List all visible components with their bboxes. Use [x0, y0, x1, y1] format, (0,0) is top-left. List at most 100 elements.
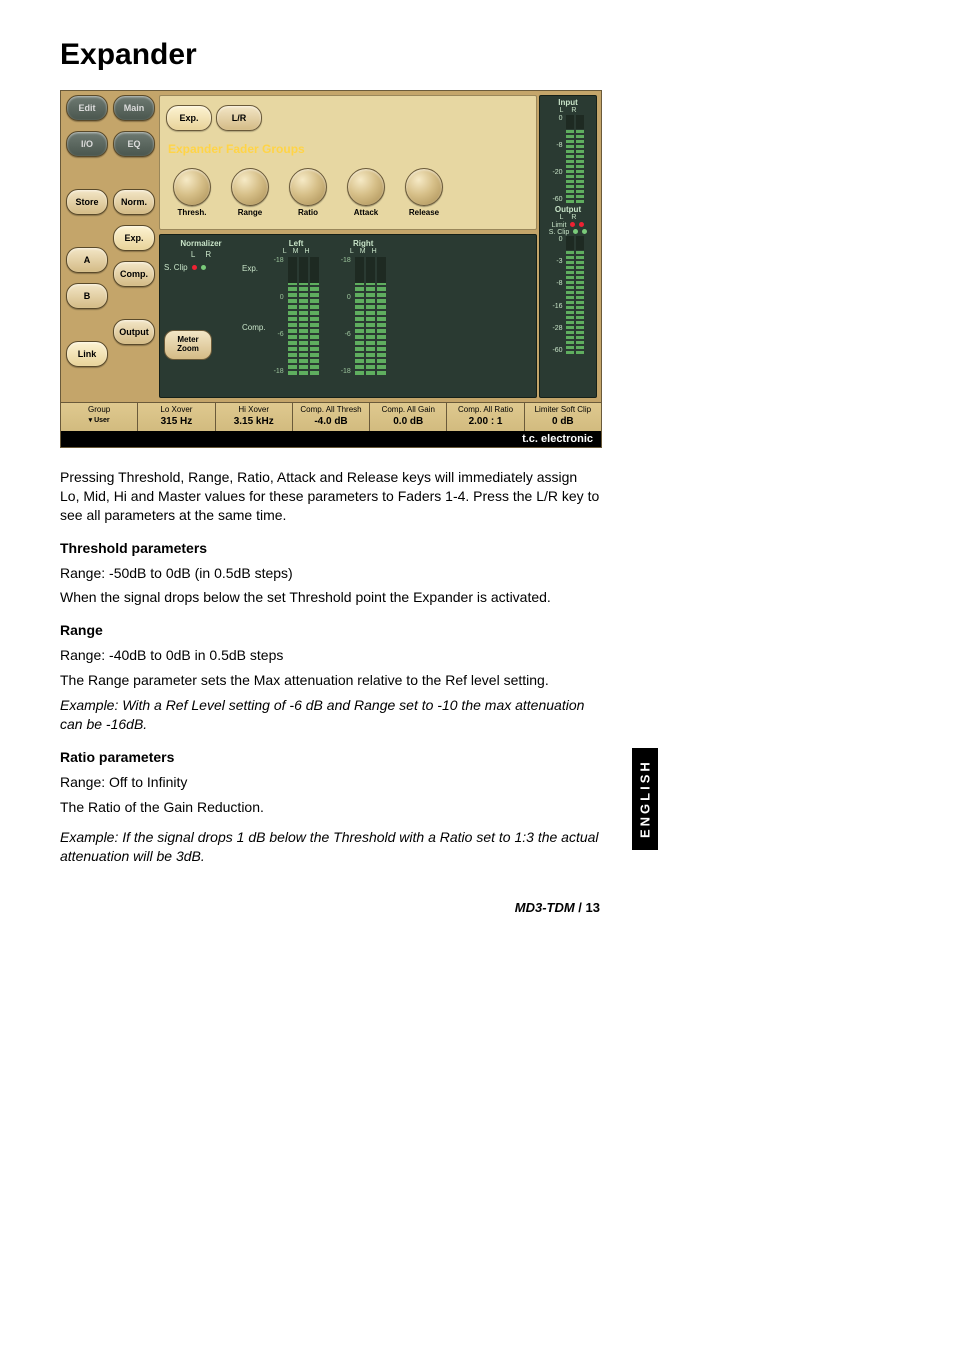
footer-ratio[interactable]: Comp. All Ratio2.00 : 1 [447, 403, 524, 431]
rs-r: R [571, 107, 576, 114]
sclip-label: S. Clip [549, 229, 570, 236]
limit-label: Limit [552, 222, 567, 229]
footer-page: 13 [586, 900, 600, 915]
lmh-h: H [304, 248, 309, 255]
meter-bar [288, 257, 297, 375]
lmh-l: L [283, 248, 287, 255]
language-tab: ENGLISH [632, 748, 658, 850]
dot-icon [570, 222, 575, 227]
io-button[interactable]: I/O [66, 131, 108, 157]
lmh-m: M [360, 248, 366, 255]
threshold-heading: Threshold parameters [60, 539, 600, 558]
side-comp: Comp. [242, 323, 266, 332]
thresh-label: Thresh. [178, 208, 207, 217]
comp-button[interactable]: Comp. [113, 261, 155, 287]
left-meter-title: Left [289, 239, 304, 248]
rs-r: R [571, 214, 576, 221]
threshold-desc: When the signal drops below the set Thre… [60, 588, 600, 607]
brand-bar: t.c. electronic [61, 431, 601, 447]
right-meter-group: Right LMH -180-6-18 [341, 239, 386, 395]
meter-area: Normalizer L R S. Clip Meter Zoom Exp. Co… [159, 234, 537, 398]
meter-zoom-button[interactable]: Meter Zoom [164, 330, 212, 360]
thresh-knob[interactable] [173, 168, 211, 206]
right-meter-strip: Input LR 0-8-20-60 Output LR Limit S. Cl… [539, 95, 597, 398]
lr-pill[interactable]: L/R [216, 105, 262, 131]
release-label: Release [409, 208, 439, 217]
side-exp: Exp. [242, 264, 266, 273]
threshold-range: Range: -50dB to 0dB (in 0.5dB steps) [60, 564, 600, 583]
b-button[interactable]: B [66, 283, 108, 309]
center-area: Exp. L/R Expander Fader Groups Thresh. R… [159, 95, 537, 398]
scale-left: -180-6-18 [341, 257, 353, 375]
dot-icon [579, 222, 584, 227]
output-ticks: 0-3-8-16-28-60 [552, 236, 563, 354]
lmh-m: M [293, 248, 299, 255]
eq-button[interactable]: EQ [113, 131, 155, 157]
footer-thresh[interactable]: Comp. All Thresh-4.0 dB [293, 403, 370, 431]
output-button[interactable]: Output [113, 319, 155, 345]
norm-button[interactable]: Norm. [113, 189, 155, 215]
meter-bar [366, 257, 375, 375]
meter-bar [377, 257, 386, 375]
store-button[interactable]: Store [66, 189, 108, 215]
fader-title: Expander Fader Groups [168, 142, 530, 156]
intro-text: Pressing Threshold, Range, Ratio, Attack… [60, 468, 600, 525]
footer-softclip[interactable]: Limiter Soft Clip0 dB [525, 403, 601, 431]
ratio-heading: Ratio parameters [60, 748, 600, 767]
meter-bar [566, 115, 574, 203]
norm-l: L [191, 250, 195, 259]
range-range: Range: -40dB to 0dB in 0.5dB steps [60, 646, 600, 665]
knob-row: Thresh. Range Ratio Attack Release [166, 164, 530, 225]
link-button[interactable]: Link [66, 341, 108, 367]
page-title: Expander [60, 38, 894, 72]
range-knob[interactable] [231, 168, 269, 206]
meter-bar [576, 115, 584, 203]
dot-icon [582, 229, 587, 234]
dot-icon [573, 229, 578, 234]
a-button[interactable]: A [66, 247, 108, 273]
side-labels: Exp. Comp. [242, 239, 266, 357]
range-example: Example: With a Ref Level setting of -6 … [60, 696, 600, 734]
footer-lo-xover[interactable]: Lo Xover315 Hz [138, 403, 215, 431]
footer-slash: / [575, 900, 586, 915]
input-ticks: 0-8-20-60 [552, 115, 563, 203]
edit-button[interactable]: Edit [66, 95, 108, 121]
footer-model: MD3-TDM [515, 900, 575, 915]
footer-group[interactable]: Group ▾ User [61, 403, 138, 431]
release-knob[interactable] [405, 168, 443, 206]
attack-label: Attack [354, 208, 378, 217]
output-title: Output [555, 205, 581, 214]
footer-hi-xover[interactable]: Hi Xover3.15 kHz [216, 403, 293, 431]
main-button[interactable]: Main [113, 95, 155, 121]
rs-l: L [560, 214, 564, 221]
left-meter-group: Left LMH -180-6-18 [274, 239, 319, 395]
exp-pill[interactable]: Exp. [166, 105, 212, 131]
page-footer: MD3-TDM / 13 [60, 900, 600, 915]
normalizer-col: Normalizer L R S. Clip Meter Zoom [164, 239, 238, 395]
footer-gain[interactable]: Comp. All Gain0.0 dB [370, 403, 447, 431]
body-text: Pressing Threshold, Range, Ratio, Attack… [60, 468, 600, 866]
expander-panel: Bypass Exp. Edit I/O Store A B Link Main… [60, 90, 602, 448]
dot-icon [201, 265, 206, 270]
meter-bar [299, 257, 308, 375]
range-heading: Range [60, 621, 600, 640]
fader-box: Exp. L/R Expander Fader Groups Thresh. R… [159, 95, 537, 230]
dot-icon [192, 265, 197, 270]
left-column-2: Main EQ Norm. Exp. Comp. Output [111, 95, 157, 398]
range-label: Range [238, 208, 262, 217]
attack-knob[interactable] [347, 168, 385, 206]
input-title: Input [558, 98, 578, 107]
normalizer-title: Normalizer [164, 239, 238, 248]
ratio-desc: The Ratio of the Gain Reduction. [60, 798, 600, 817]
scale-left: -180-6-18 [274, 257, 286, 375]
ratio-label: Ratio [298, 208, 318, 217]
range-desc: The Range parameter sets the Max attenua… [60, 671, 600, 690]
ratio-example: Example: If the signal drops 1 dB below … [60, 828, 600, 866]
exp-button[interactable]: Exp. [113, 225, 155, 251]
norm-sclip: S. Clip [164, 263, 238, 272]
ratio-range: Range: Off to Infinity [60, 773, 600, 792]
ratio-knob[interactable] [289, 168, 327, 206]
meter-bar [355, 257, 364, 375]
norm-r: R [205, 250, 211, 259]
meter-bar [310, 257, 319, 375]
